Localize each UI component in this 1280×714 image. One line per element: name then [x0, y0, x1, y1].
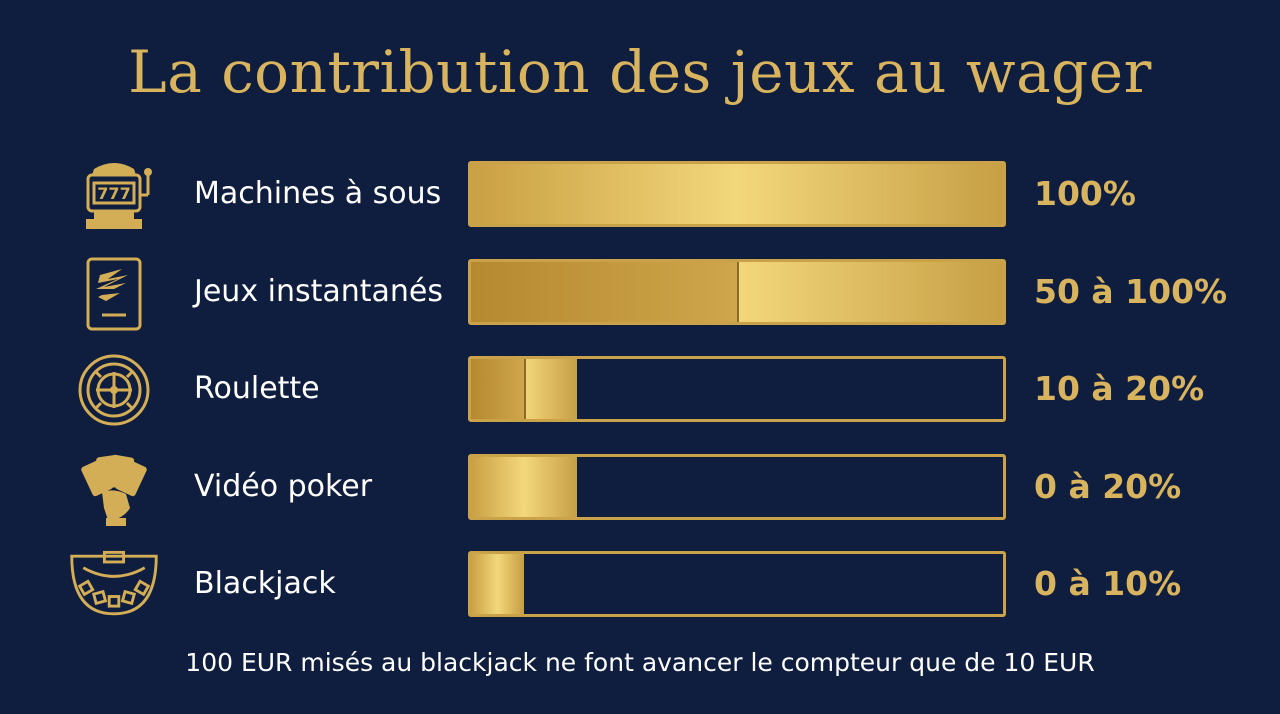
chart-title: La contribution des jeux au wager — [128, 38, 1152, 106]
blackjack-table-icon — [66, 545, 162, 625]
scratch-card-icon — [66, 253, 162, 333]
value-label: 50 à 100% — [1034, 271, 1228, 311]
value-label: 0 à 20% — [1034, 466, 1182, 506]
slot-machine-icon: 777 — [66, 155, 162, 235]
poker-cards-icon — [66, 448, 162, 528]
bar-max — [471, 456, 577, 517]
bar-track — [468, 453, 1006, 520]
footnote: 100 EUR misés au blackjack ne font avanc… — [185, 648, 1095, 677]
value-label: 10 à 20% — [1034, 369, 1205, 408]
chart-row: Blackjack 0 à 10% — [0, 550, 1280, 617]
category-label: Roulette — [194, 371, 320, 406]
category-label: Machines à sous — [194, 176, 442, 211]
chart-row: 777 Machines à sous 100% — [0, 161, 1280, 229]
bar-min — [471, 261, 737, 322]
bar-track — [468, 356, 1006, 422]
category-label: Jeux instantanés — [194, 273, 443, 309]
category-label: Vidéo poker — [194, 468, 373, 504]
value-label: 100% — [1034, 174, 1136, 213]
bar-track — [468, 161, 1006, 227]
category-label: Blackjack — [194, 566, 336, 601]
roulette-wheel-icon — [66, 350, 162, 430]
bar-min — [471, 359, 524, 419]
chart-row: Roulette 10 à 20% — [0, 354, 1280, 426]
bar-max — [471, 164, 1003, 224]
bar-max — [471, 554, 524, 614]
bar-track — [468, 551, 1006, 617]
value-label: 0 à 10% — [1034, 564, 1182, 603]
chart-row: Vidéo poker 0 à 20% — [0, 453, 1280, 526]
chart-row: Jeux instantanés 50 à 100% — [0, 257, 1280, 330]
svg-text:777: 777 — [97, 184, 130, 203]
bar-track — [468, 258, 1006, 325]
